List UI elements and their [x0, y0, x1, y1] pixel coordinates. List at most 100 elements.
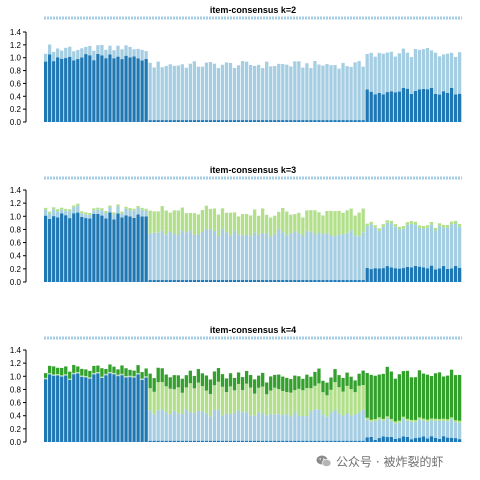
bar-segment: [449, 437, 454, 442]
bar-segment: [96, 372, 100, 374]
bar-segment: [393, 438, 397, 442]
bar-segment: [345, 210, 349, 233]
bar-segment: [56, 209, 60, 212]
bar-segment: [164, 440, 168, 442]
y-tick-label: 1.2: [10, 359, 22, 368]
bar-segment: [240, 214, 245, 236]
bar-segment: [253, 440, 257, 442]
bar-segment: [188, 63, 192, 121]
bar-segment: [269, 120, 273, 122]
bar-segment: [445, 375, 450, 420]
bar-segment: [156, 211, 160, 233]
bar-segment: [329, 210, 333, 236]
bar-segment: [156, 440, 160, 442]
bar-segment: [132, 377, 136, 442]
bar-segment: [48, 373, 52, 374]
bar-segment: [184, 387, 188, 410]
bar-segment: [108, 212, 112, 282]
bar-segment: [184, 67, 188, 121]
bar-segment: [405, 370, 410, 419]
bar-segment: [309, 68, 313, 121]
bar-segment: [60, 213, 64, 282]
bar-segment: [413, 265, 418, 282]
bar-segment: [301, 217, 305, 236]
bar-segment: [172, 440, 176, 442]
bar-segment: [381, 373, 385, 419]
bar-segment: [385, 222, 389, 267]
watermark: 公众号 · 被炸裂的虾: [316, 452, 443, 470]
bar-segment: [220, 374, 225, 387]
bar-segment: [192, 440, 197, 442]
bar-segment: [441, 91, 446, 122]
bar-segment: [144, 377, 148, 442]
bar-segment: [220, 228, 225, 281]
bar-segment: [48, 44, 52, 55]
bar-segment: [417, 266, 422, 282]
watermark-text: 公众号 · 被炸裂的虾: [336, 454, 444, 469]
bar-segment: [309, 376, 313, 389]
bar-segment: [365, 419, 369, 438]
bar-segment: [261, 208, 265, 233]
bar-segment: [152, 440, 156, 442]
bar-segment: [204, 280, 209, 282]
bar-segment: [325, 280, 329, 282]
bar-segment: [120, 375, 124, 442]
bar-segment: [341, 120, 345, 122]
bar-segment: [453, 420, 458, 423]
bar-segment: [108, 371, 112, 373]
bar-segment: [325, 120, 329, 122]
bar-segment: [265, 214, 269, 234]
bar-segment: [236, 280, 241, 282]
bar-segment: [377, 92, 381, 122]
bar-segment: [257, 64, 261, 121]
bar-segment: [297, 120, 301, 122]
bar-segment: [317, 368, 321, 384]
bar-segment: [48, 374, 52, 442]
bar-segment: [84, 212, 88, 215]
bar-segment: [453, 220, 458, 224]
bar-segment: [285, 120, 289, 122]
bar-segment: [381, 418, 385, 421]
bar-segment: [409, 93, 414, 122]
bar-segment: [112, 373, 116, 375]
bar-segment: [128, 369, 132, 376]
bar-segment: [425, 89, 430, 122]
y-tick-label: 0.2: [10, 425, 22, 434]
bar-segment: [425, 419, 430, 422]
bar-segment: [96, 213, 100, 282]
y-tick-label: 0.4: [10, 412, 22, 421]
bar-segment: [240, 440, 245, 442]
bar-segment: [277, 374, 281, 390]
bar-segment: [337, 375, 341, 388]
bar-segment: [325, 382, 329, 396]
bar-segment: [257, 120, 261, 122]
bar-segment: [381, 53, 385, 95]
bar-segment: [349, 415, 353, 441]
bar-segment: [248, 375, 253, 388]
bar-segment: [208, 208, 213, 230]
bar-segment: [148, 373, 152, 389]
bar-segment: [397, 422, 401, 439]
bar-segment: [265, 233, 269, 281]
bar-segment: [180, 120, 184, 122]
bar-segment: [353, 440, 357, 442]
bar-segment: [132, 56, 136, 123]
bar-segment: [401, 416, 406, 419]
bar-segment: [148, 440, 152, 442]
bar-segment: [341, 415, 345, 441]
bar-segment: [321, 392, 325, 415]
y-tick-label: 0.0: [10, 118, 22, 127]
bar-segment: [253, 393, 257, 416]
bar-segment: [84, 377, 88, 442]
bar-segment: [84, 376, 88, 377]
bar-segment: [441, 436, 446, 442]
bar-segment: [389, 371, 393, 419]
bar-segment: [313, 120, 317, 122]
bar-segment: [232, 280, 237, 282]
bar-segment: [220, 440, 225, 442]
bar-segment: [232, 120, 237, 122]
bar-segment: [297, 212, 301, 234]
bar-segment: [100, 377, 104, 378]
bar-segment: [112, 214, 116, 220]
bar-segment: [80, 375, 84, 377]
